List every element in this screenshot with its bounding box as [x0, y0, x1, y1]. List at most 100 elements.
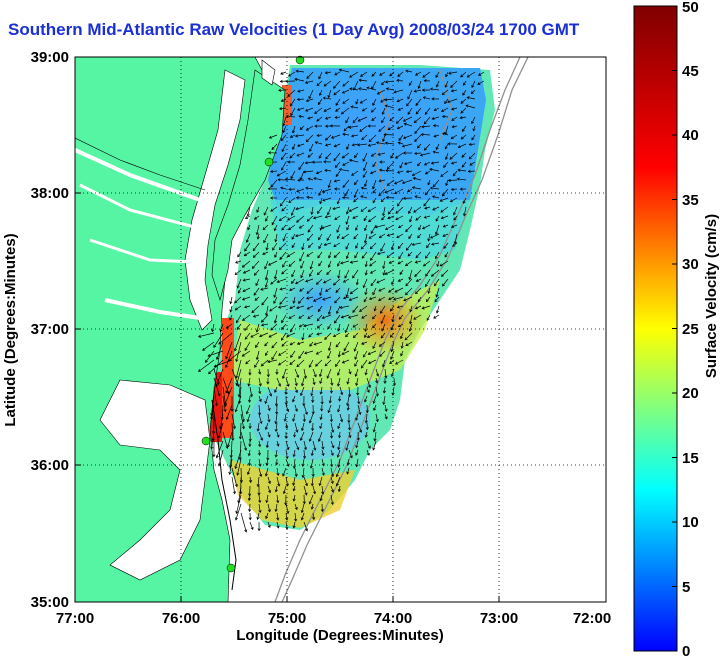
- current-vector-arrowhead: [284, 177, 288, 181]
- current-vector-arrow: [264, 395, 269, 404]
- current-vector-arrowhead: [378, 235, 382, 239]
- current-vector-arrowhead: [344, 193, 348, 197]
- current-vector-arrowhead: [433, 134, 437, 138]
- current-vector-arrowhead: [401, 181, 406, 185]
- current-vector-arrowhead: [407, 253, 411, 257]
- current-vector-arrow: [463, 206, 467, 216]
- current-vector-arrowhead: [405, 170, 409, 174]
- current-vector-arrowhead: [396, 126, 400, 130]
- current-vector-arrowhead: [261, 302, 265, 306]
- current-vector-arrow: [372, 287, 377, 295]
- current-vector-arrowhead: [265, 352, 268, 356]
- current-vector-arrowhead: [348, 371, 352, 375]
- current-vector-arrowhead: [431, 195, 436, 199]
- current-vector-arrow: [213, 386, 218, 406]
- current-vector-arrow: [471, 89, 476, 94]
- current-vector-arrow: [313, 296, 323, 302]
- current-vector-arrow: [345, 242, 350, 250]
- current-vector-arrowhead: [362, 174, 366, 178]
- current-vector-arrow: [422, 224, 431, 230]
- current-vector-arrowhead: [372, 292, 376, 296]
- current-vector-arrowhead: [283, 418, 287, 422]
- current-vector-arrow: [280, 80, 287, 82]
- current-vector-arrow: [266, 242, 269, 251]
- current-vector-arrowhead: [354, 356, 358, 360]
- current-vector-arrowhead: [298, 355, 302, 359]
- current-vector-arrow: [256, 206, 260, 213]
- current-vector-arrow: [300, 431, 305, 441]
- current-vector-arrow: [409, 314, 413, 324]
- current-vector-arrow: [318, 431, 323, 442]
- current-vector-arrowhead: [248, 426, 252, 430]
- current-vector-arrow: [385, 142, 395, 145]
- current-vector-arrow: [384, 269, 395, 275]
- current-vector-arrow: [308, 332, 314, 338]
- current-vector-arrow: [420, 152, 431, 156]
- current-vector-arrowhead: [224, 401, 228, 406]
- current-vector-arrowhead: [337, 464, 341, 468]
- current-vector-arrowhead: [277, 305, 282, 309]
- current-vector-arrowhead: [348, 435, 352, 439]
- current-vector-arrow: [244, 323, 251, 331]
- current-vector-arrowhead: [273, 276, 277, 280]
- current-vector-arrowhead: [369, 246, 373, 250]
- current-vector-arrow: [301, 377, 305, 386]
- current-vector-arrowhead: [273, 320, 278, 324]
- current-vector-arrowhead: [400, 353, 404, 357]
- current-vector-arrowhead: [325, 137, 328, 141]
- current-vector-arrowhead: [236, 384, 240, 388]
- current-vector-arrowhead: [427, 290, 431, 294]
- current-vector-arrow: [311, 206, 314, 215]
- current-vector-arrow: [258, 431, 263, 441]
- current-vector-arrow: [334, 179, 341, 182]
- current-vector-arrowhead: [372, 190, 376, 194]
- current-vector-arrow: [257, 233, 260, 240]
- current-vector-arrowhead: [308, 420, 312, 424]
- current-vector-arrowhead: [404, 263, 409, 267]
- current-vector-arrow: [341, 107, 350, 115]
- current-vector-arrow: [258, 377, 262, 386]
- current-vector-arrow: [405, 70, 413, 73]
- current-vector-arrow: [313, 215, 323, 219]
- current-vector-arrowhead: [359, 429, 363, 433]
- current-vector-arrowhead: [318, 374, 323, 378]
- current-vector-arrow: [469, 152, 476, 160]
- current-vector-arrowhead: [342, 184, 346, 188]
- current-vector-arrowhead: [280, 157, 284, 161]
- current-vector-arrow: [372, 188, 377, 194]
- current-vector-arrow: [282, 116, 287, 126]
- current-vector-arrow: [346, 143, 350, 150]
- current-vector-arrowhead: [288, 200, 292, 203]
- current-vector-arrow: [325, 143, 332, 146]
- current-vector-arrow: [305, 187, 314, 190]
- current-vector-arrowhead: [336, 201, 340, 205]
- current-vector-arrowhead: [318, 237, 321, 241]
- current-vector-arrow: [305, 278, 314, 282]
- current-vector-arrow: [436, 287, 440, 297]
- current-vector-arrow: [412, 242, 422, 246]
- current-vector-arrowhead: [343, 348, 347, 352]
- current-vector-arrowhead: [276, 500, 280, 504]
- current-vector-arrow: [360, 71, 368, 77]
- current-vector-arrow: [384, 368, 387, 378]
- current-vector-arrowhead: [315, 171, 319, 175]
- current-vector-arrowhead: [296, 153, 300, 157]
- current-vector-arrow: [398, 224, 404, 228]
- current-vector-arrowhead: [305, 127, 309, 131]
- current-vector-arrowhead: [444, 84, 448, 88]
- current-vector-arrowhead: [268, 262, 272, 266]
- current-vector-arrow: [451, 116, 458, 121]
- current-vector-arrow: [372, 179, 377, 190]
- current-vector-arrow: [336, 233, 341, 239]
- current-vector-arrow: [245, 215, 251, 219]
- current-vector-arrow: [355, 242, 359, 249]
- current-vector-arrowhead: [365, 410, 369, 414]
- current-vector-arrow: [350, 260, 359, 263]
- current-vector-arrow: [403, 134, 413, 139]
- current-vector-arrowhead: [345, 255, 349, 260]
- current-vector-arrowhead: [314, 141, 318, 145]
- current-vector-arrow: [462, 125, 467, 132]
- current-vector-arrow: [316, 314, 323, 322]
- current-vector-arrow: [274, 386, 278, 393]
- current-vector-arrow: [238, 485, 242, 503]
